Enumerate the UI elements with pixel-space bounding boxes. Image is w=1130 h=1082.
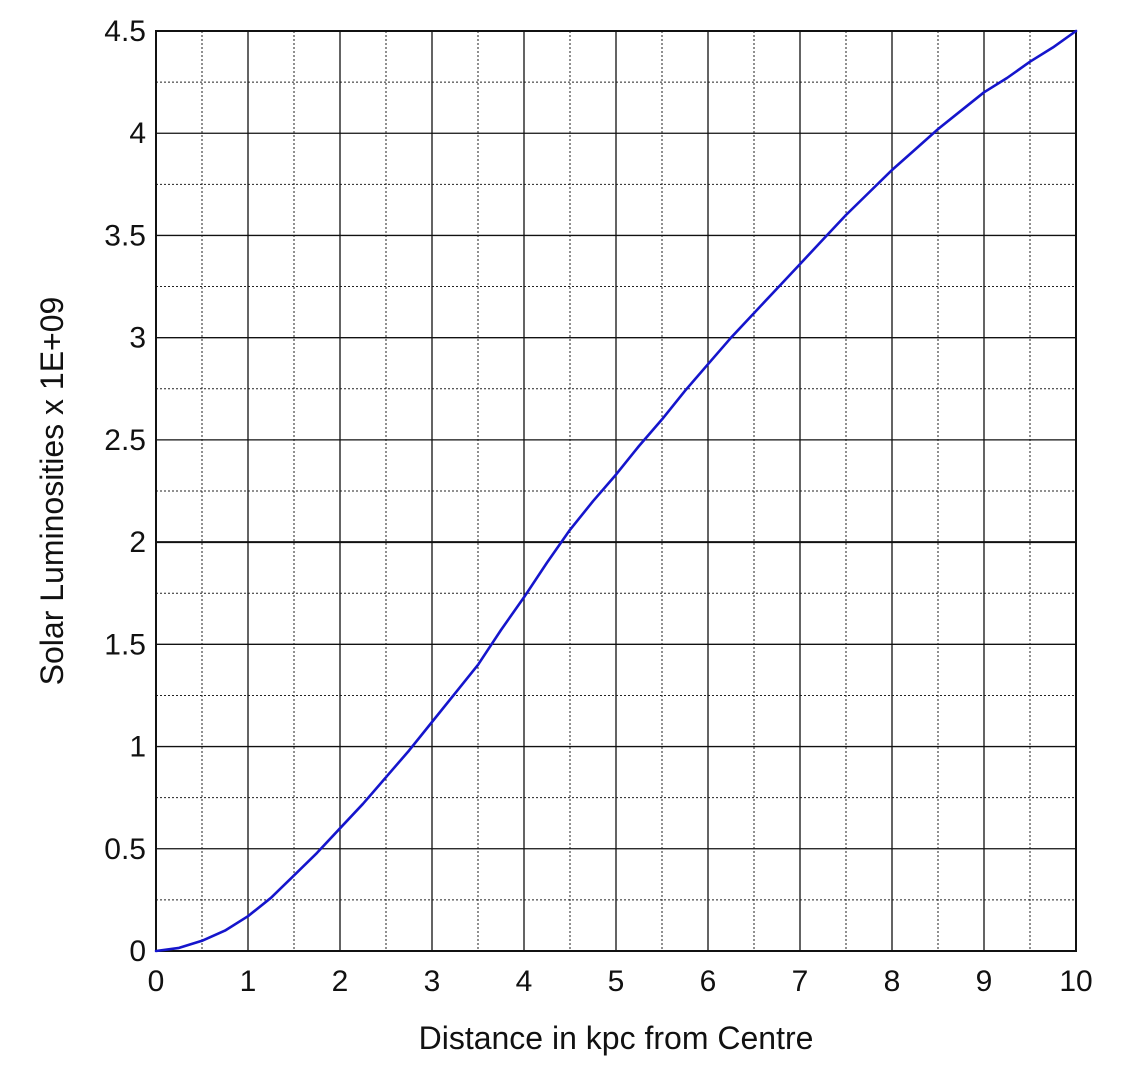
y-tick-label: 4 (129, 117, 146, 150)
y-axis-label: Solar Luminosities x 1E+09 (34, 297, 70, 686)
x-tick-label: 9 (976, 965, 993, 998)
y-tick-label: 4.5 (104, 15, 146, 48)
y-tick-labels: 0 0.5 1 1.5 2 2.5 3 3.5 4 4.5 (104, 15, 146, 968)
y-tick-label: 0 (129, 935, 146, 968)
series-layer (154, 29, 1078, 953)
plot-frame (155, 30, 1077, 952)
y-tick-label: 2 (129, 526, 146, 559)
y-tick-label: 1 (129, 731, 146, 764)
x-tick-label: 5 (608, 965, 625, 998)
major-grid (156, 31, 1076, 951)
x-tick-label: 0 (148, 965, 165, 998)
x-tick-labels: 0 1 2 3 4 5 6 7 8 9 10 (148, 965, 1093, 998)
y-tick-label: 3.5 (104, 219, 146, 252)
x-tick-label: 6 (700, 965, 717, 998)
y-tick-label: 1.5 (104, 628, 146, 661)
x-tick-label: 4 (516, 965, 533, 998)
x-tick-label: 1 (240, 965, 257, 998)
x-tick-label: 3 (424, 965, 441, 998)
y-tick-label: 2.5 (104, 424, 146, 457)
x-tick-label: 2 (332, 965, 349, 998)
x-axis-label: Distance in kpc from Centre (419, 1020, 814, 1056)
y-tick-label: 3 (129, 322, 146, 355)
x-tick-label: 10 (1059, 965, 1092, 998)
series-line (154, 29, 1078, 953)
x-tick-label: 8 (884, 965, 901, 998)
x-tick-label: 7 (792, 965, 809, 998)
y-tick-label: 0.5 (104, 833, 146, 866)
